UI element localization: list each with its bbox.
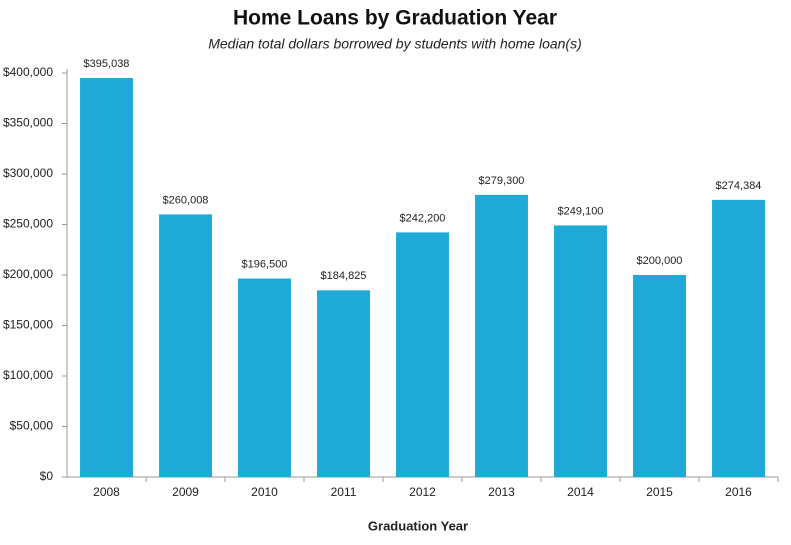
x-tick-label: 2013 (488, 485, 515, 499)
bar (80, 78, 133, 477)
bar (159, 214, 212, 478)
x-tick-label: 2009 (172, 485, 199, 499)
chart-title: Home Loans by Graduation Year (233, 7, 557, 30)
bar (238, 278, 291, 477)
bar (396, 232, 449, 477)
value-label: $260,008 (163, 194, 209, 206)
x-tick-label: 2010 (251, 485, 278, 499)
value-label: $196,500 (242, 258, 288, 270)
x-tick-label: 2014 (567, 485, 594, 499)
y-tick-label: $350,000 (3, 116, 53, 130)
y-tick-label: $100,000 (3, 368, 53, 382)
y-tick-label: $400,000 (3, 65, 53, 79)
y-tick-label: $0 (40, 469, 54, 483)
x-tick-label: 2008 (93, 485, 120, 499)
x-tick-label: 2011 (331, 485, 357, 499)
bar (475, 194, 528, 478)
value-label: $184,825 (321, 270, 367, 282)
y-tick-label: $150,000 (3, 318, 53, 332)
bar (633, 275, 686, 477)
value-label: $249,100 (558, 205, 604, 217)
y-tick-label: $200,000 (3, 267, 53, 281)
x-tick-label: 2012 (409, 485, 436, 499)
x-tick-label: 2016 (725, 485, 752, 499)
value-label: $274,384 (716, 180, 762, 192)
value-label: $395,038 (84, 58, 130, 70)
y-tick-label: $250,000 (3, 217, 53, 231)
x-tick-label: 2015 (646, 485, 673, 499)
y-tick-label: $300,000 (3, 166, 53, 180)
value-label: $279,300 (479, 175, 525, 187)
bar (554, 225, 607, 477)
value-label: $200,000 (637, 255, 683, 267)
bar (712, 199, 765, 477)
y-tick-label: $50,000 (10, 419, 54, 433)
bar (317, 290, 370, 477)
chart-subtitle: Median total dollars borrowed by student… (208, 36, 582, 52)
x-axis-label: Graduation Year (368, 518, 468, 533)
value-label: $242,200 (400, 212, 446, 224)
